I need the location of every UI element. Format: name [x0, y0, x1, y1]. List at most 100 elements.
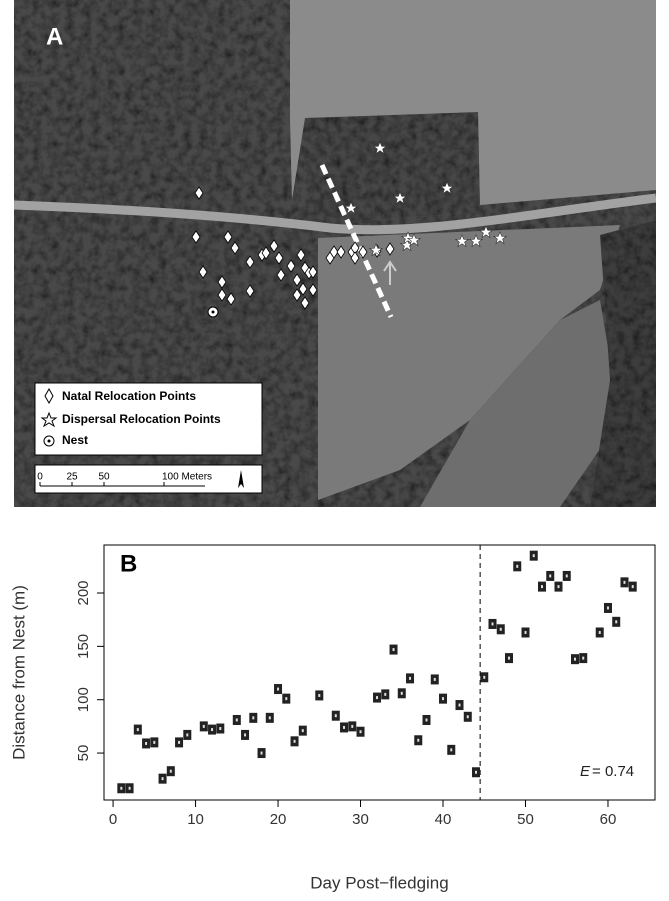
point: [356, 726, 365, 737]
natal-point: [194, 186, 204, 200]
point-dot: [202, 724, 205, 728]
point: [150, 737, 159, 748]
point-dot: [120, 786, 123, 790]
point: [455, 700, 464, 711]
natal-point: [245, 284, 255, 298]
y-tick-label: 50: [75, 745, 92, 762]
natal-point: [292, 273, 302, 287]
point: [422, 714, 431, 725]
scale-box: [34, 464, 263, 494]
point: [331, 710, 340, 721]
point-dot: [285, 697, 288, 701]
point-dot: [524, 630, 527, 634]
point: [480, 672, 489, 683]
point-dot: [169, 769, 172, 773]
point-dot: [433, 677, 436, 681]
scale-label: 0: [37, 472, 43, 483]
point: [439, 693, 448, 704]
point-dot: [606, 606, 609, 610]
dispersal-point: [439, 181, 455, 195]
point-dot: [565, 574, 568, 578]
x-tick-label: 30: [352, 811, 369, 828]
point: [430, 674, 439, 685]
y-tick-label: 200: [75, 580, 92, 605]
point-dot: [409, 676, 412, 680]
x-tick-label: 40: [435, 811, 452, 828]
x-tick-label: 60: [600, 811, 617, 828]
natal-point: [358, 245, 368, 259]
dispersal-point: [343, 201, 359, 215]
scale-label: 100 Meters: [162, 472, 212, 483]
point-dot: [549, 574, 552, 578]
point: [472, 767, 481, 778]
point: [529, 550, 538, 561]
point-dot: [145, 741, 148, 745]
point-dot: [557, 585, 560, 589]
point: [554, 581, 563, 592]
point: [216, 723, 225, 734]
natal-point: [336, 245, 346, 259]
natal-point: [329, 245, 339, 259]
x-tick-label: 10: [187, 811, 204, 828]
point-dot: [582, 656, 585, 660]
point-dot: [211, 728, 214, 732]
scale-label: 50: [98, 472, 110, 483]
point-dot: [458, 703, 461, 707]
natal-point: [226, 292, 236, 306]
point: [463, 711, 472, 722]
legend-label: Natal Relocation Points: [62, 389, 196, 403]
point-dot: [136, 728, 139, 732]
x-tick-label: 20: [270, 811, 287, 828]
point: [208, 724, 217, 735]
dispersal-point: [492, 231, 508, 245]
dispersal-point: [478, 225, 494, 239]
nest-dot: [211, 310, 215, 314]
point-dot: [508, 656, 511, 660]
point-dot: [623, 580, 626, 584]
point: [488, 618, 497, 629]
point-dot: [359, 730, 362, 734]
point-dot: [491, 622, 494, 626]
point-dot: [301, 729, 304, 733]
point-dot: [351, 724, 354, 728]
point: [414, 735, 423, 746]
point-dot: [540, 585, 543, 589]
point: [505, 653, 514, 664]
point-dot: [483, 675, 486, 679]
natal-point: [269, 239, 279, 253]
annotation-text: = 0.74: [592, 763, 634, 780]
point: [133, 724, 142, 735]
point: [117, 783, 126, 794]
point: [381, 689, 390, 700]
natal-point: [261, 246, 271, 260]
natal-point: [217, 288, 227, 302]
legend-diamond: [44, 387, 54, 405]
natal-point: [223, 230, 233, 244]
dispersal-point: [368, 243, 384, 257]
dispersal-point: [372, 141, 388, 155]
point-dot: [268, 716, 271, 720]
natal-point: [308, 265, 318, 279]
point-dot: [499, 627, 502, 631]
x-tick-label: 0: [109, 811, 117, 828]
point: [241, 729, 250, 740]
dispersal-point: [392, 191, 408, 205]
dispersal-point: [454, 234, 470, 248]
point-dot: [252, 716, 255, 720]
x-tick-label: 50: [517, 811, 534, 828]
point: [265, 712, 274, 723]
panel-label: A: [46, 23, 63, 50]
point: [620, 577, 629, 588]
point-dot: [178, 740, 181, 744]
point-dot: [516, 564, 519, 568]
point: [199, 721, 208, 732]
natal-point: [385, 242, 395, 256]
y-axis-label: Distance from Nest (m): [9, 585, 28, 760]
point-dot: [615, 620, 618, 624]
point: [290, 736, 299, 747]
point: [274, 684, 283, 695]
point: [628, 581, 637, 592]
point-dot: [219, 727, 222, 731]
natal-point: [296, 248, 306, 262]
point-dot: [343, 725, 346, 729]
